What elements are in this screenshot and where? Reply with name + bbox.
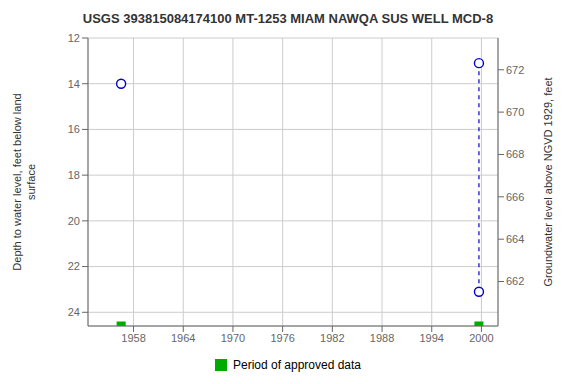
svg-text:Depth to water level, feet bel: Depth to water level, feet below landsur…: [11, 93, 36, 270]
svg-text:1988: 1988: [370, 332, 394, 344]
html-text:USGS 393815084174100 MT-1253 M: USGS 393815084174100 MT-1253 MIAM NAWQA …: [82, 11, 494, 26]
svg-text:668: 668: [506, 148, 524, 160]
svg-text:16: 16: [68, 123, 80, 135]
svg-text:14: 14: [68, 78, 80, 90]
svg-text:2000: 2000: [469, 332, 493, 344]
svg-text:18: 18: [68, 169, 80, 181]
svg-text:22: 22: [68, 260, 80, 272]
svg-text:664: 664: [506, 233, 524, 245]
svg-text:Groundwater level above NGVD 1: Groundwater level above NGVD 1929, feet: [542, 77, 554, 286]
svg-text:670: 670: [506, 106, 524, 118]
svg-text:662: 662: [506, 275, 524, 287]
svg-text:1994: 1994: [419, 332, 443, 344]
svg-text:1970: 1970: [221, 332, 245, 344]
svg-text:20: 20: [68, 215, 80, 227]
svg-text:1964: 1964: [171, 332, 195, 344]
svg-text:24: 24: [68, 306, 80, 318]
svg-text:1982: 1982: [320, 332, 344, 344]
svg-text:666: 666: [506, 191, 524, 203]
svg-text:1958: 1958: [121, 332, 145, 344]
html-text:Period of approved data: Period of approved data: [233, 358, 361, 372]
svg-text:1976: 1976: [270, 332, 294, 344]
svg-text:12: 12: [68, 32, 80, 44]
svg-text:672: 672: [506, 64, 524, 76]
